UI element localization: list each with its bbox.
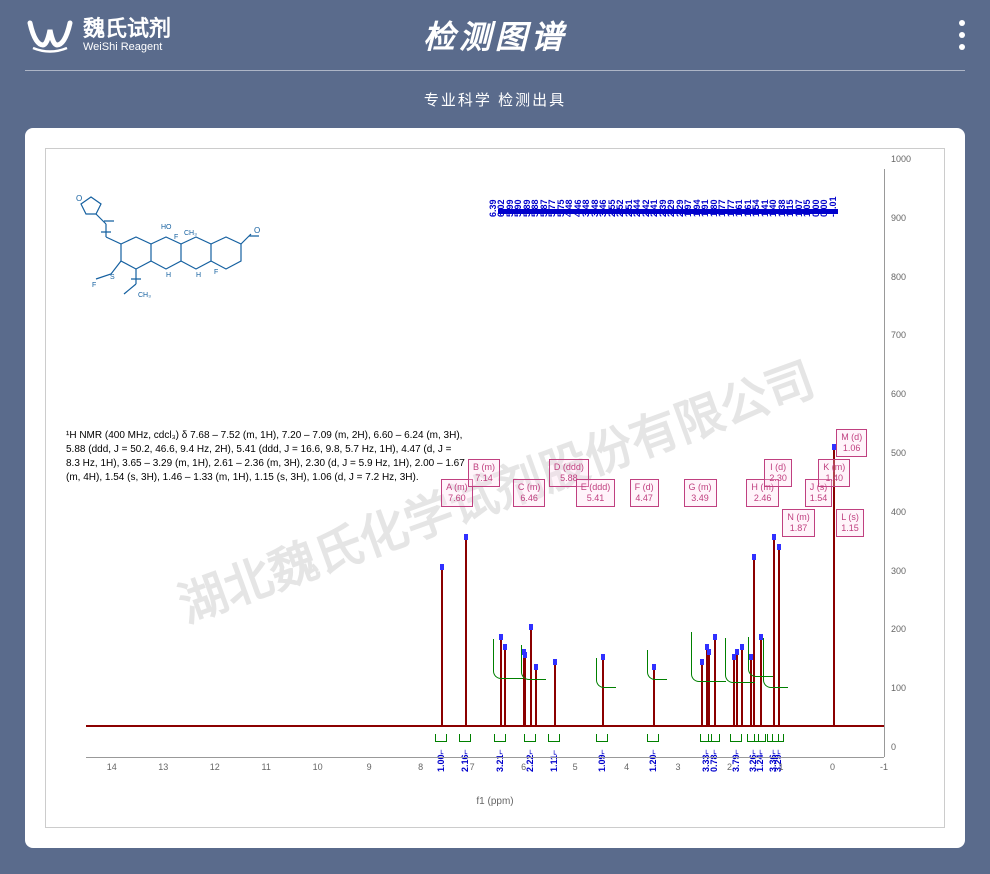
- nmr-peak: [773, 537, 775, 727]
- assignment-box: N (m)1.87: [782, 509, 815, 537]
- x-axis: -101234567891011121314: [86, 757, 884, 787]
- logo: 魏氏试剂 WeiShi Reagent: [25, 15, 171, 55]
- integral-bracket: [708, 734, 720, 742]
- x-tick: 13: [158, 762, 168, 772]
- nmr-peak: [441, 567, 443, 727]
- svg-text:O: O: [76, 194, 82, 203]
- integral-curve: [493, 639, 523, 679]
- nmr-description: ¹H NMR (400 MHz, cdcl₃) δ 7.68 – 7.52 (m…: [66, 429, 466, 485]
- integral-bracket: [647, 734, 659, 742]
- x-tick: 3: [676, 762, 681, 772]
- x-tick: 10: [313, 762, 323, 772]
- spectrum-card: 湖北魏氏化学试剂股份有限公司 O HO F CH₃ S F CH₃ H: [25, 128, 965, 848]
- integral-bracket: [596, 734, 608, 742]
- x-tick: 14: [107, 762, 117, 772]
- assignment-box: M (d)1.06: [836, 429, 867, 457]
- svg-text:H: H: [196, 272, 201, 279]
- integral-curve: [647, 650, 667, 680]
- nmr-peak: [833, 447, 835, 727]
- x-tick: 9: [367, 762, 372, 772]
- x-tick: 12: [210, 762, 220, 772]
- x-tick: 7: [470, 762, 475, 772]
- integral-bracket: [524, 734, 536, 742]
- integral-bracket: [772, 734, 784, 742]
- logo-text-cn: 魏氏试剂: [83, 17, 171, 41]
- y-tick: 1000: [891, 154, 924, 164]
- integral-bracket: [548, 734, 560, 742]
- svg-text:F: F: [214, 269, 218, 276]
- y-tick: 900: [891, 213, 924, 223]
- assignment-box: L (s)1.15: [836, 509, 864, 537]
- integral-curve: [521, 645, 546, 680]
- assignment-box: I (d)2.30: [764, 459, 792, 487]
- logo-icon: [25, 15, 75, 55]
- x-tick: 8: [418, 762, 423, 772]
- integral-bracket: [435, 734, 447, 742]
- x-tick: 4: [624, 762, 629, 772]
- y-tick: 100: [891, 683, 924, 693]
- x-tick: 6: [521, 762, 526, 772]
- assignment-box: K (m)1.40: [818, 459, 850, 487]
- assignment-box: E (ddd)5.41: [576, 479, 616, 507]
- integral-bracket: [730, 734, 742, 742]
- y-tick: 800: [891, 272, 924, 282]
- integral-curve: [763, 638, 788, 688]
- integral-bracket: [459, 734, 471, 742]
- integral-bracket: [494, 734, 506, 742]
- assignment-box: C (m)6.46: [513, 479, 546, 507]
- x-tick: 11: [262, 762, 271, 772]
- x-axis-label: f1 (ppm): [476, 796, 513, 807]
- baseline: [86, 725, 884, 727]
- x-tick: 1: [779, 762, 784, 772]
- svg-text:CH₃: CH₃: [138, 292, 151, 299]
- svg-text:O: O: [254, 226, 260, 235]
- nmr-spectrum: 湖北魏氏化学试剂股份有限公司 O HO F CH₃ S F CH₃ H: [45, 148, 945, 828]
- svg-text:H: H: [166, 272, 171, 279]
- svg-text:HO: HO: [161, 224, 172, 231]
- assignment-box: B (m)7.14: [468, 459, 500, 487]
- svg-text:S: S: [110, 274, 115, 281]
- logo-text-en: WeiShi Reagent: [83, 41, 171, 53]
- integral-bracket: [754, 734, 766, 742]
- y-tick: 400: [891, 507, 924, 517]
- svg-text:CH₃: CH₃: [184, 230, 197, 237]
- nmr-peak: [554, 662, 556, 727]
- watermark: 湖北魏氏化学试剂股份有限公司: [167, 340, 822, 636]
- integral-curve: [596, 658, 616, 688]
- page-title: 检测图谱: [423, 12, 567, 58]
- x-tick: -1: [880, 762, 888, 772]
- peak-label-bar: [498, 209, 838, 214]
- integral-curve: [691, 632, 726, 682]
- svg-text:F: F: [92, 282, 96, 289]
- y-tick: 500: [891, 448, 924, 458]
- assignment-box: G (m)3.49: [684, 479, 717, 507]
- menu-icon[interactable]: [959, 20, 965, 50]
- assignment-box: F (d)4.47: [630, 479, 659, 507]
- x-tick: 0: [830, 762, 835, 772]
- molecule-structure: O HO F CH₃ S F CH₃ H H F O: [66, 169, 266, 309]
- y-tick: 300: [891, 566, 924, 576]
- svg-text:F: F: [174, 234, 178, 241]
- y-tick: 700: [891, 330, 924, 340]
- nmr-peak: [465, 537, 467, 727]
- y-tick: 0: [891, 742, 924, 752]
- y-tick: 600: [891, 389, 924, 399]
- subtitle: 专业科学 检测出具: [0, 71, 990, 128]
- x-tick: 5: [573, 762, 578, 772]
- x-tick: 2: [727, 762, 732, 772]
- y-axis: 01002003004005006007008009001000: [884, 169, 924, 757]
- y-tick: 200: [891, 624, 924, 634]
